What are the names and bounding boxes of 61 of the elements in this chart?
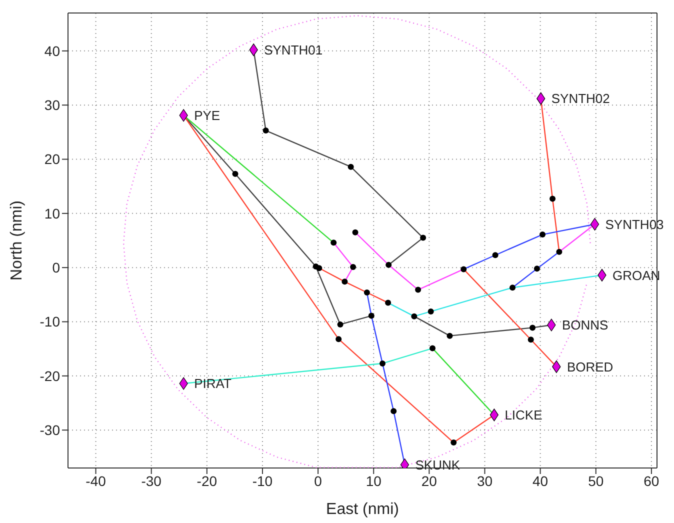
y-axis-title: North (nmi) [8,200,26,281]
point [232,170,238,177]
data-label: BORED [566,359,614,374]
x-tick-label: -30 [141,472,162,489]
x-tick-label: -40 [86,472,106,489]
point [528,336,534,343]
point [386,262,392,268]
x-tick-label: -20 [196,472,218,489]
point [415,286,422,293]
point [540,232,546,238]
point [430,345,436,352]
point [330,240,337,246]
point [350,264,356,270]
point [368,312,374,319]
x-tick-label: 50 [588,472,604,489]
data-label: SYNTH01 [264,42,323,58]
point [510,284,516,291]
data-label: PIRAT [194,376,232,392]
point [336,336,342,342]
data-label: SYNTH02 [551,91,610,106]
point [460,266,467,272]
point [590,218,600,231]
x-tick-label: -10 [252,472,273,489]
y-tick-label: 20 [44,151,60,168]
point [262,128,269,134]
x-tick-label: 30 [476,472,493,489]
x-tick-label: 20 [421,472,438,489]
y-tick-label: -30 [40,422,60,438]
point [450,440,457,446]
point [337,321,344,328]
point [390,408,397,414]
point [352,229,358,236]
point [530,324,536,331]
x-axis-title: East (nmi) [326,501,399,518]
data-label: PYE [194,108,220,123]
x-tick-label: 60 [644,472,660,489]
y-tick-label: 0 [52,260,60,276]
point [446,332,453,339]
point [492,252,498,258]
point [411,313,418,320]
point [316,265,322,272]
x-tick-label: 0 [314,472,322,489]
point [380,360,386,366]
point [420,234,426,241]
point [556,248,562,255]
point [385,300,392,306]
x-tick-label: 40 [532,472,548,489]
point [348,164,354,170]
y-tick-label: -20 [40,368,60,384]
point [364,290,370,296]
point [428,308,434,314]
point [342,278,348,285]
y-tick-label: 30 [44,97,60,114]
data-label: LICKE [504,408,543,423]
y-tick-label: 40 [44,42,60,59]
point [550,196,556,202]
data-label: BONNS [562,318,608,333]
y-tick-label: 10 [44,205,60,222]
y-tick-label: -10 [40,314,60,330]
x-tick-label: 10 [366,472,382,489]
point [534,266,540,272]
